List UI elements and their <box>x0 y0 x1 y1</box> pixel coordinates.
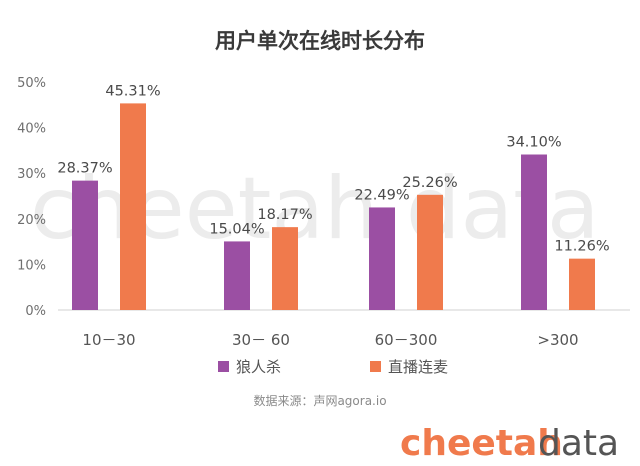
x-axis: 10－30 30－ 60 60－300 >300 <box>82 331 578 349</box>
y-axis: 0% 10% 20% 30% 40% 50% <box>17 76 46 319</box>
bar-series-2 <box>272 227 298 310</box>
y-tick-label: 30% <box>17 167 46 182</box>
watermark: cheetah data <box>30 159 600 259</box>
x-tick-label: 30－ 60 <box>232 331 290 349</box>
bars: 28.37% 45.31% 15.04%18.17% 22.49%25.26% 34.1… <box>57 83 610 310</box>
brand-logo: cheetah data <box>400 423 619 464</box>
data-label-series-2: 11.26% <box>554 239 609 255</box>
legend-label-series-2: 直播连麦 <box>388 358 448 376</box>
data-label-series-1: 22.49% <box>354 187 409 203</box>
y-tick-label: 20% <box>17 213 46 228</box>
data-label-series-1: 28.37% <box>57 161 112 177</box>
y-tick-label: 40% <box>17 122 46 137</box>
data-label-series-2: 45.31% <box>105 83 160 99</box>
bar-series-2 <box>120 103 146 310</box>
y-tick-label: 0% <box>25 304 46 319</box>
legend-swatch-series-1 <box>218 361 229 372</box>
bar-series-2 <box>569 258 595 310</box>
data-label-series-2: 18.17% <box>257 207 312 223</box>
bar-series-1 <box>521 154 547 310</box>
chart-title: 用户单次在线时长分布 <box>215 29 425 53</box>
data-label-series-1: 15.04% <box>209 221 264 237</box>
x-tick-label: >300 <box>537 331 578 349</box>
bar-series-1 <box>72 180 98 310</box>
data-label-series-1: 34.10% <box>506 135 561 151</box>
x-tick-label: 60－300 <box>375 331 438 349</box>
legend-swatch-series-2 <box>370 361 381 372</box>
brand-cheetah: cheetah <box>400 423 563 464</box>
brand-data: data <box>538 423 619 464</box>
data-label-series-2: 25.26% <box>402 175 457 191</box>
y-tick-label: 10% <box>17 258 46 273</box>
source-note: 数据来源：声网agora.io <box>253 393 386 408</box>
bar-series-1 <box>224 241 250 310</box>
x-tick-label: 10－30 <box>82 331 135 349</box>
bar-series-1 <box>369 207 395 310</box>
legend-label-series-1: 狼人杀 <box>236 358 281 376</box>
bar-series-2 <box>417 194 443 310</box>
y-tick-label: 50% <box>17 76 46 91</box>
legend: 狼人杀 直播连麦 <box>218 358 448 376</box>
